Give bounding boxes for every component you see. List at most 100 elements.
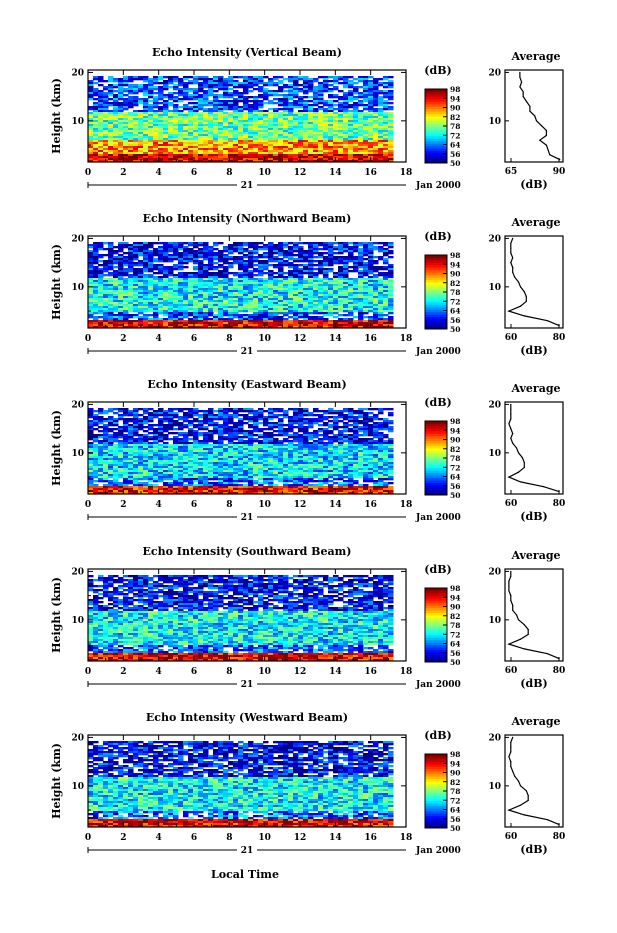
heatmap-cell (303, 128, 309, 130)
heatmap-cell (288, 272, 294, 274)
heatmap-cell (253, 122, 259, 124)
average-point (529, 111, 530, 112)
heatmap-cell (153, 104, 159, 106)
heatmap-cell (263, 300, 269, 302)
heatmap-cell (128, 266, 134, 268)
heatmap-cell (148, 282, 154, 284)
heatmap-cell (208, 324, 214, 326)
heatmap-cell (338, 290, 344, 292)
heatmap-cell (168, 272, 174, 274)
heatmap-cell (293, 104, 299, 106)
heatmap-cell (283, 290, 289, 292)
heatmap-cell (348, 280, 354, 282)
average-point (510, 262, 511, 263)
heatmap-cell (338, 314, 344, 316)
heatmap-cell (288, 112, 294, 114)
heatmap-cell (328, 88, 334, 90)
heatmap-cell (138, 272, 144, 274)
heatmap-cell (353, 88, 359, 90)
heatmap-cell (133, 316, 139, 318)
heatmap-cell (263, 282, 269, 284)
heatmap-cell (333, 274, 339, 276)
heatmap-cell (203, 112, 209, 114)
heatmap-cell (158, 122, 164, 124)
heatmap-cell (333, 154, 339, 156)
x-tick-label: 8 (226, 168, 232, 178)
heatmap-cell (198, 82, 204, 84)
x-tick-label: 18 (400, 334, 413, 344)
heatmap-cell (373, 154, 379, 156)
heatmap-cell (153, 96, 159, 98)
heatmap-cell (308, 248, 314, 250)
heatmap-cell (93, 250, 99, 252)
heatmap-cell (373, 256, 379, 258)
heatmap-cell (168, 156, 174, 158)
heatmap-cell (88, 124, 94, 126)
heatmap-cell (328, 90, 334, 92)
heatmap-cell (338, 90, 344, 92)
heatmap-cell (313, 300, 319, 302)
heatmap-cell (198, 312, 204, 314)
heatmap-cell (128, 294, 134, 296)
heatmap-cell (143, 108, 149, 110)
heatmap-cell (258, 88, 264, 90)
heatmap-cell (178, 154, 184, 156)
heatmap-cell (358, 254, 364, 256)
heatmap-cell (108, 324, 114, 326)
heatmap-cell (93, 104, 99, 106)
heatmap-cell (313, 320, 319, 322)
heatmap-cell (283, 142, 289, 144)
heatmap-cell (323, 116, 329, 118)
heatmap-cell (208, 150, 214, 152)
heatmap-cell (343, 154, 349, 156)
heatmap-cell (303, 100, 309, 102)
heatmap-cell (168, 306, 174, 308)
heatmap-cell (153, 130, 159, 132)
heatmap-cell (243, 84, 249, 86)
average-title: Average (510, 216, 560, 229)
heatmap-cell (373, 112, 379, 114)
heatmap-cell (303, 280, 309, 282)
heatmap-cell (308, 282, 314, 284)
heatmap-cell (378, 272, 384, 274)
heatmap-cell (343, 92, 349, 94)
heatmap-cell (288, 252, 294, 254)
heatmap-cell (178, 310, 184, 312)
heatmap-cell (233, 280, 239, 282)
heatmap-cell (103, 322, 109, 324)
heatmap-cell (173, 286, 179, 288)
heatmap-cell (193, 122, 199, 124)
heatmap-cell (168, 270, 174, 272)
heatmap-cell (208, 82, 214, 84)
heatmap-cell (358, 142, 364, 144)
heatmap-cell (203, 118, 209, 120)
heatmap-cell (88, 106, 94, 108)
heatmap-cell (373, 152, 379, 154)
heatmap-cell (168, 86, 174, 88)
average-xlabel: (dB) (520, 178, 547, 191)
heatmap-cell (253, 102, 259, 104)
heatmap-cell (368, 252, 374, 254)
heatmap-cell (368, 124, 374, 126)
heatmap-cell (223, 92, 229, 94)
heatmap-cell (128, 130, 134, 132)
heatmap-cell (283, 158, 289, 160)
heatmap-cell (218, 76, 224, 78)
heatmap-cell (88, 88, 94, 90)
heatmap-cell (218, 266, 224, 268)
heatmap-cell (298, 252, 304, 254)
heatmap-cell (138, 302, 144, 304)
average-point (518, 281, 519, 282)
heatmap-cell (313, 96, 319, 98)
heatmap-cell (243, 100, 249, 102)
heatmap-cell (328, 306, 334, 308)
heatmap-cell (388, 246, 394, 248)
heatmap-cell (98, 102, 104, 104)
heatmap-cell (148, 96, 154, 98)
heatmap-cell (108, 92, 114, 94)
average-point (534, 115, 535, 116)
heatmap-cell (268, 138, 274, 140)
heatmap-cell (383, 116, 389, 118)
heatmap-cell (343, 286, 349, 288)
heatmap-cell (188, 90, 194, 92)
